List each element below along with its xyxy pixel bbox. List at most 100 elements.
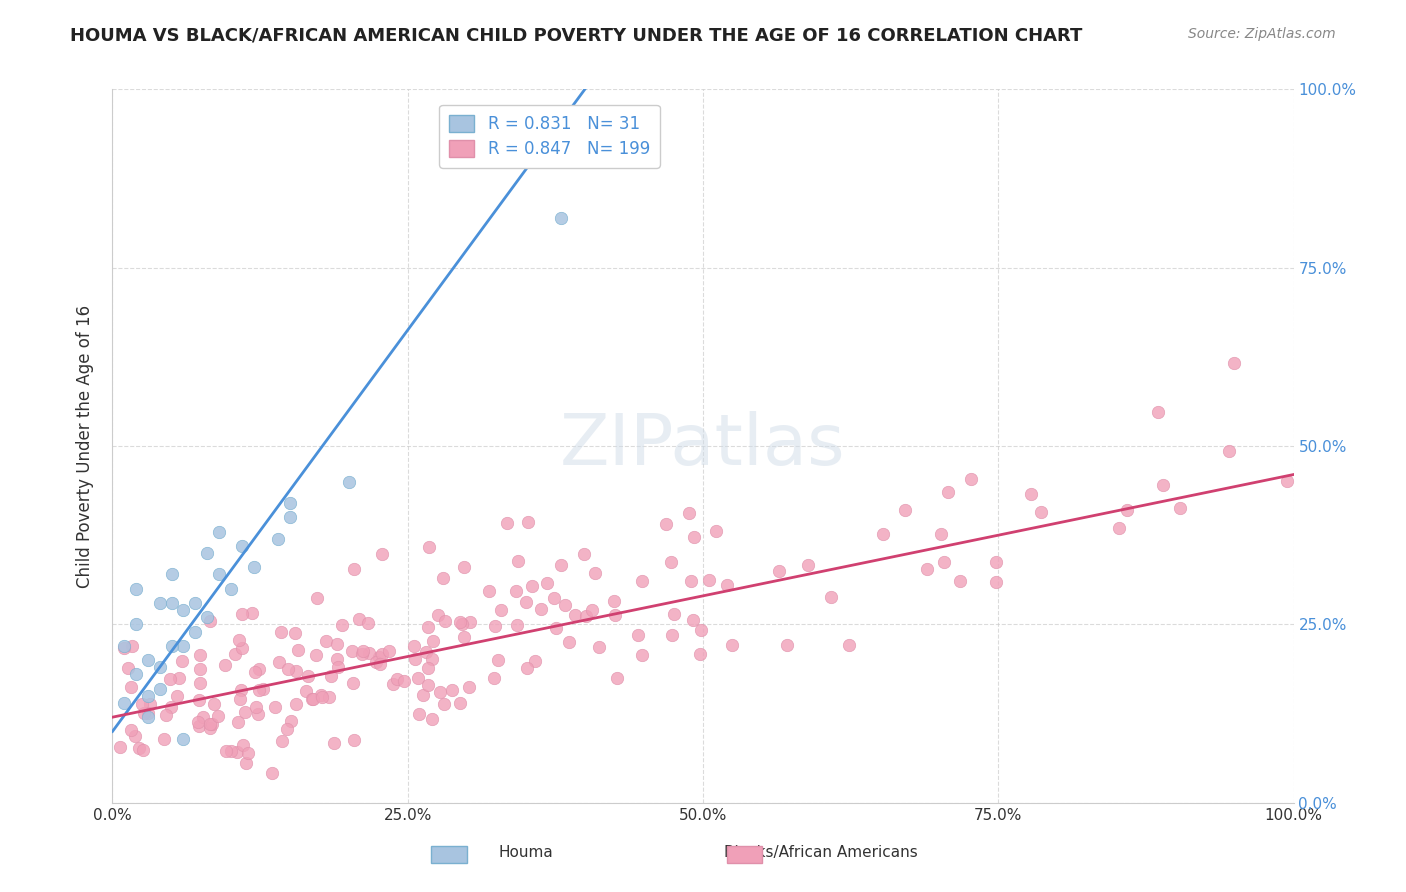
Blacks/African Americans: [229, 691, 252, 706]
Text: Houma: Houma: [499, 846, 553, 860]
Blacks/African Americans: [420, 652, 443, 666]
Blacks/African Americans: [775, 638, 797, 652]
Blacks/African Americans: [357, 615, 380, 630]
Blacks/African Americans: [661, 628, 683, 642]
Blacks/African Americans: [768, 564, 790, 578]
Blacks/African Americans: [515, 595, 537, 609]
Blacks/African Americans: [449, 615, 471, 629]
Houma: [160, 567, 183, 582]
Houma: [195, 610, 218, 624]
Blacks/African Americans: [191, 709, 214, 723]
Blacks/African Americans: [233, 705, 256, 719]
Blacks/African Americans: [224, 647, 246, 661]
Houma: [337, 475, 360, 489]
Blacks/African Americans: [187, 714, 209, 729]
Blacks/African Americans: [117, 661, 139, 675]
Blacks/African Americans: [931, 527, 953, 541]
Text: ZIPatlas: ZIPatlas: [560, 411, 846, 481]
Blacks/African Americans: [285, 697, 308, 711]
Blacks/African Americans: [554, 598, 576, 612]
Blacks/African Americans: [134, 706, 156, 720]
Blacks/African Americans: [543, 591, 565, 605]
Blacks/African Americans: [368, 650, 391, 665]
Blacks/African Americans: [721, 638, 744, 652]
Blacks/African Americans: [188, 648, 211, 662]
Blacks/African Americans: [508, 554, 530, 568]
Blacks/African Americans: [170, 654, 193, 668]
Text: Blacks/African Americans: Blacks/African Americans: [724, 846, 918, 860]
Blacks/African Americans: [284, 626, 307, 640]
Blacks/African Americans: [124, 729, 146, 743]
Blacks/African Americans: [381, 677, 404, 691]
Blacks/African Americans: [153, 731, 176, 746]
Blacks/African Americans: [343, 562, 366, 576]
Blacks/African Americans: [486, 653, 509, 667]
Houma: [125, 667, 148, 681]
Blacks/African Americans: [131, 697, 153, 711]
Houma: [125, 582, 148, 596]
Blacks/African Americans: [505, 583, 527, 598]
Blacks/African Americans: [631, 648, 654, 662]
Blacks/African Americans: [112, 641, 135, 656]
Blacks/African Americans: [820, 590, 842, 604]
Blacks/African Americans: [530, 602, 553, 616]
Blacks/African Americans: [453, 630, 475, 644]
Blacks/African Americans: [408, 707, 430, 722]
Y-axis label: Child Poverty Under the Age of 16: Child Poverty Under the Age of 16: [76, 304, 94, 588]
Blacks/African Americans: [482, 672, 505, 686]
Houma: [231, 539, 253, 553]
Blacks/African Americans: [229, 682, 252, 697]
Blacks/African Americans: [235, 756, 257, 770]
Blacks/African Americans: [243, 665, 266, 679]
Blacks/African Americans: [516, 515, 538, 529]
Blacks/African Americans: [605, 608, 627, 623]
Blacks/African Americans: [433, 614, 456, 628]
Blacks/African Americans: [132, 743, 155, 757]
Blacks/African Americans: [506, 618, 529, 632]
Blacks/African Americans: [323, 736, 346, 750]
Blacks/African Americans: [520, 579, 543, 593]
FancyBboxPatch shape: [432, 846, 467, 863]
Blacks/African Americans: [450, 617, 472, 632]
Blacks/African Americans: [581, 603, 603, 617]
Houma: [136, 653, 159, 667]
Blacks/African Americans: [678, 506, 700, 520]
Blacks/African Americans: [236, 746, 259, 760]
Blacks/African Americans: [655, 517, 678, 532]
Blacks/African Americans: [232, 738, 254, 752]
Blacks/African Americans: [564, 607, 586, 622]
Blacks/African Americans: [277, 662, 299, 676]
Blacks/African Americans: [326, 652, 349, 666]
Blacks/African Americans: [1116, 503, 1139, 517]
Blacks/African Americans: [588, 640, 610, 655]
Blacks/African Americans: [215, 744, 238, 758]
Blacks/African Americans: [496, 516, 519, 531]
Houma: [195, 546, 218, 560]
Blacks/African Americans: [262, 766, 284, 780]
Blacks/African Americans: [343, 733, 366, 747]
Blacks/African Americans: [536, 575, 558, 590]
Houma: [172, 731, 194, 746]
Blacks/African Americans: [682, 613, 704, 627]
Blacks/African Americans: [342, 644, 364, 658]
Blacks/African Americans: [478, 583, 501, 598]
Blacks/African Americans: [449, 696, 471, 710]
Blacks/African Americans: [120, 680, 142, 694]
Blacks/African Americans: [422, 634, 444, 648]
Blacks/African Americans: [318, 690, 340, 704]
Blacks/African Americans: [631, 574, 654, 589]
Blacks/African Americans: [716, 577, 738, 591]
Blacks/African Americans: [167, 671, 190, 685]
Blacks/African Americans: [936, 484, 959, 499]
Blacks/African Americans: [188, 693, 211, 707]
Houma: [125, 617, 148, 632]
Houma: [208, 567, 231, 582]
Houma: [219, 582, 242, 596]
Blacks/African Americans: [415, 645, 437, 659]
Blacks/African Americans: [311, 688, 333, 702]
Blacks/African Americans: [420, 712, 443, 726]
Houma: [112, 639, 135, 653]
Blacks/African Americans: [326, 637, 349, 651]
Blacks/African Americans: [441, 683, 464, 698]
Blacks/African Americans: [433, 697, 456, 711]
